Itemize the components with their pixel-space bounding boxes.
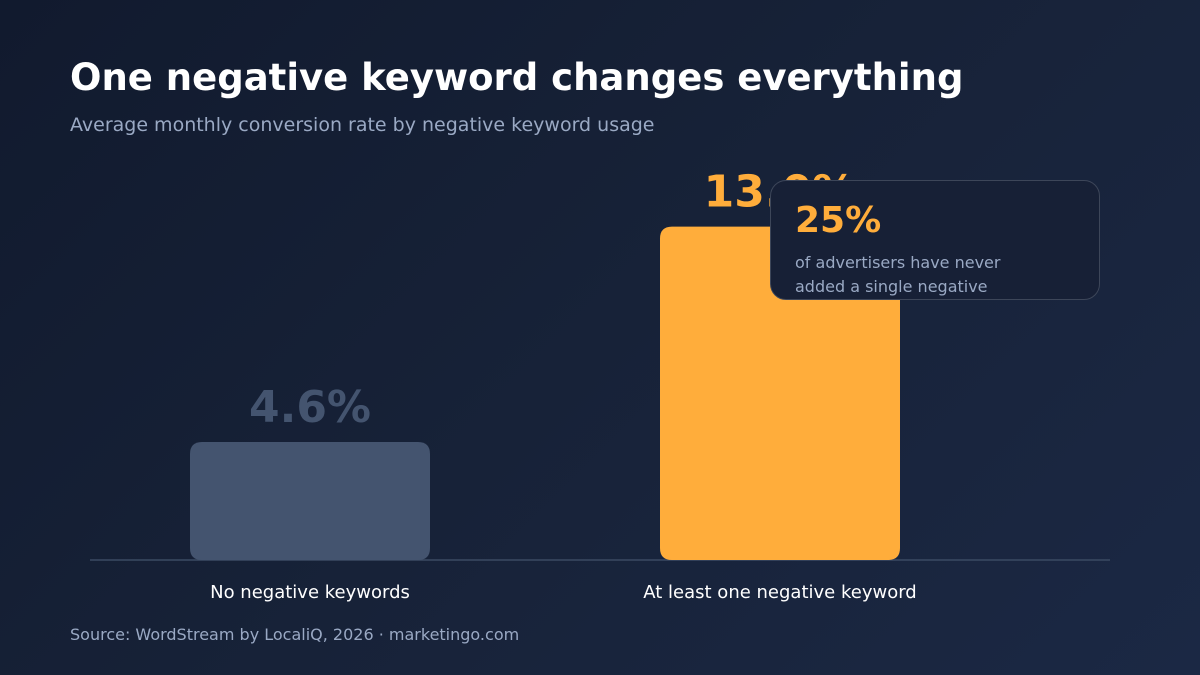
callout-value: 25% bbox=[795, 200, 882, 241]
bars-group: 4.6%No negative keywords13.0%At least on… bbox=[190, 167, 917, 603]
callout-text: of advertisers have never added a single… bbox=[795, 253, 1001, 296]
category-label-2: At least one negative keyword bbox=[643, 582, 916, 603]
bar-2 bbox=[660, 226, 900, 560]
source-note: Source: WordStream by LocaliQ, 2026 · ma… bbox=[70, 625, 520, 644]
chart-subtitle: Average monthly conversion rate by negat… bbox=[70, 114, 655, 136]
category-label-1: No negative keywords bbox=[210, 582, 410, 603]
bar-1 bbox=[190, 442, 430, 560]
chart-title: One negative keyword changes everything bbox=[70, 56, 964, 99]
data-label-1: 4.6% bbox=[249, 382, 371, 433]
stat-callout: 25% of advertisers have never added a si… bbox=[770, 180, 1100, 300]
